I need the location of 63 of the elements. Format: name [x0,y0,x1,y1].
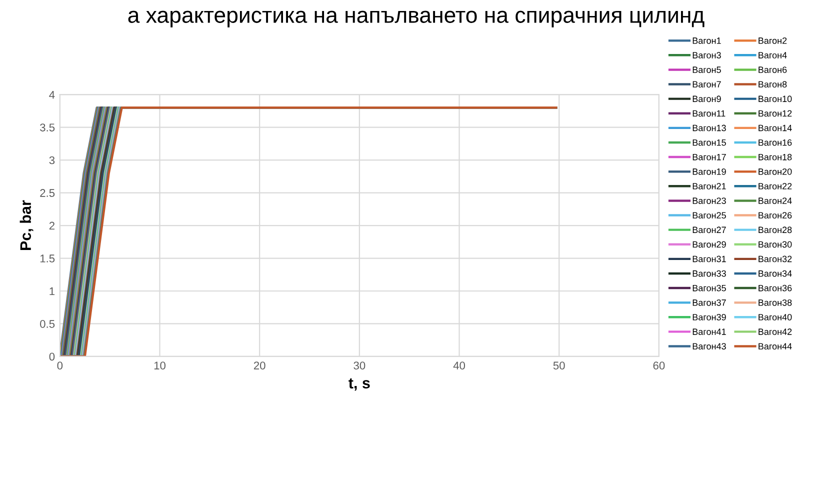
legend-label: Вагон42 [758,328,792,335]
legend-label: Вагон6 [758,66,787,73]
legend-label: Вагон5 [692,66,721,73]
x-tick-label: 40 [453,362,466,370]
legend-label: Вагон36 [758,284,792,292]
legend-label: Вагон13 [692,124,726,132]
y-tick-label: 0 [49,352,55,361]
legend-label: Вагон24 [758,198,792,204]
legend-label: Вагон34 [758,270,792,277]
y-tick-label: 0.5 [40,320,55,328]
legend-label: Вагон33 [692,270,726,277]
legend-label: Вагон1 [692,38,721,44]
x-tick-label: 20 [254,362,266,370]
legend-label: Вагон12 [758,110,792,117]
legend-label: Вагон9 [692,96,721,102]
y-tick-label: 4 [49,90,55,99]
legend-label: Вагон40 [758,314,792,320]
legend-label: Вагон19 [692,168,726,175]
legend-label: Вагон41 [692,328,726,335]
legend-label: Вагон4 [758,52,787,58]
chart-title: а характеристика на напълването на спирачния цилинд [128,10,704,28]
legend-label: Вагон15 [692,139,726,146]
y-tick-label: 1 [50,287,54,296]
legend-label: Вагон25 [692,212,726,219]
legend-label: Вагон18 [758,154,792,160]
y-tick-label: 1.5 [40,254,55,262]
legend-label: Вагон3 [692,52,721,58]
x-tick-label: 50 [553,362,565,370]
legend-label: Вагон11 [692,110,726,117]
legend-label: Вагон26 [758,212,792,219]
legend-label: Вагон35 [692,284,726,292]
y-tick-label: 2 [49,222,54,230]
x-tick-label: 60 [653,362,665,370]
x-tick-label: 10 [154,362,166,370]
legend-label: Вагон30 [758,241,792,248]
x-tick-label: 30 [354,362,366,370]
legend-label: Вагон38 [758,299,792,306]
legend-label: Вагон10 [758,96,792,102]
legend-label: Вагон2 [758,37,787,44]
x-axis-title: t, s [348,378,370,391]
x-tick-label: 0 [57,362,63,370]
legend-label: Вагон27 [692,226,726,234]
legend-label: Вагон43 [692,343,726,350]
legend-label: Вагон29 [692,241,726,248]
y-tick-label: 3 [49,156,55,164]
legend-label: Вагон7 [692,81,721,88]
legend-label: Вагон21 [692,183,726,190]
legend-label: Вагон14 [758,124,792,132]
legend-label: Вагон37 [692,299,726,306]
legend-label: Вагон17 [692,154,726,160]
legend-label: Вагон31 [692,256,726,262]
legend-label: Вагон23 [692,198,726,204]
y-axis-title: Pc, bar [20,200,34,250]
legend-label: Вагон8 [758,81,787,88]
y-tick-label: 3.5 [40,124,55,132]
legend-label: Вагон20 [758,168,792,175]
legend-label: Вагон44 [758,343,792,350]
y-tick-label: 2.5 [40,189,55,197]
legend-label: Вагон16 [758,139,792,146]
legend-label: Вагон22 [758,183,792,190]
legend-label: Вагон39 [692,314,726,320]
legend-label: Вагон32 [758,256,792,262]
legend-label: Вагон28 [758,226,792,234]
